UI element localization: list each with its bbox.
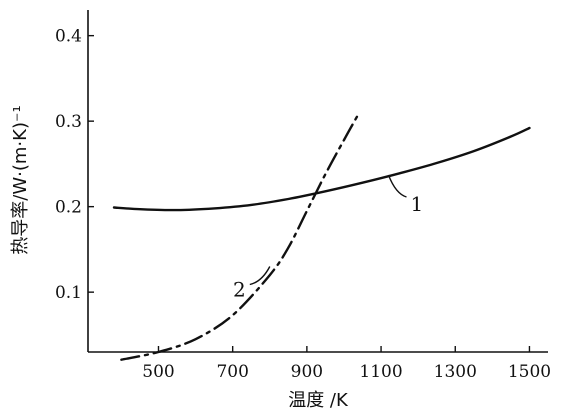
curves [112,112,531,361]
y-ticks: 0.1 0.2 0.3 0.4 [55,27,94,303]
series-1-label: 1 [410,192,423,216]
curve-labels: 12 [233,174,423,302]
y-tick-label: 0.4 [55,27,82,47]
x-tick-label: 1500 [508,362,551,382]
y-tick-label: 0.3 [55,112,82,132]
series-2-leader [249,266,271,286]
series-2-label: 2 [233,278,246,302]
x-tick-label: 700 [216,362,248,382]
x-tick-label: 1100 [359,362,402,382]
x-tick-label: 500 [142,362,174,382]
x-axis-title: 温度 /K [288,390,349,411]
series-1-leader [387,174,407,198]
y-axis-title: 热导率/W·(m·K)⁻¹ [10,105,31,254]
x-tick-label: 900 [291,362,323,382]
y-tick-label: 0.2 [55,198,82,218]
axes [87,10,548,353]
series-1-curve [112,126,531,212]
series-2-curve [120,112,360,361]
x-ticks: 500 700 900 1100 1300 1500 [142,346,551,382]
x-tick-label: 1300 [434,362,477,382]
y-tick-label: 0.1 [55,283,82,303]
